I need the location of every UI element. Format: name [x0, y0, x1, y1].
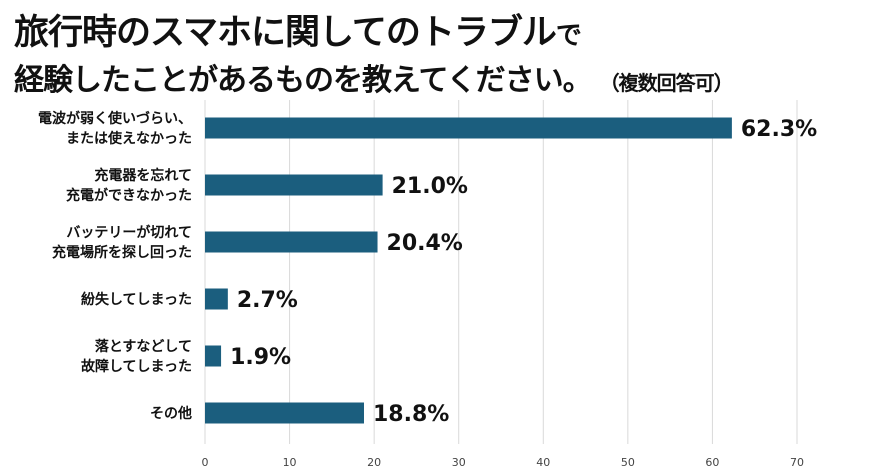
title-main-2: 経験したことがあるものを教えてください。: [14, 63, 593, 98]
value-label-4: 1.9%: [230, 345, 291, 370]
title-suffix: で: [555, 21, 582, 51]
x-tick-label-4: 40: [536, 456, 550, 469]
category-label-4-line-0: 落とすなどして: [95, 338, 192, 355]
chart-title-line-2: 経験したことがあるものを教えてください。 （複数回答可）: [14, 55, 734, 99]
category-label-0-line-1: または使えなかった: [66, 130, 192, 147]
chart-title-line-1: 旅行時のスマホに関してのトラブルで: [14, 4, 582, 55]
category-label-5: その他: [150, 405, 192, 422]
bar-2: [205, 231, 378, 253]
category-label-0: 電波が弱く使いづらい、または使えなかった: [38, 110, 192, 147]
category-label-2-line-0: バッテリーが切れて: [66, 224, 192, 241]
category-label-1-line-0: 充電器を忘れて: [94, 167, 192, 184]
value-label-0: 62.3%: [741, 117, 817, 142]
x-tick-label-0: 0: [202, 456, 209, 469]
x-tick-label-7: 70: [790, 456, 804, 469]
category-label-4-line-1: 故障してしまった: [81, 358, 192, 375]
category-label-4: 落とすなどして故障してしまった: [81, 338, 192, 375]
category-label-0-line-0: 電波が弱く使いづらい、: [38, 110, 192, 127]
value-label-3: 2.7%: [237, 288, 298, 313]
bar-4: [205, 345, 222, 367]
bar-3: [205, 288, 228, 310]
bar-0: [205, 117, 732, 139]
bar-1: [205, 174, 383, 196]
title-main-1: 旅行時のスマホに関してのトラブル: [14, 13, 557, 53]
category-label-3-line-0: 紛失してしまった: [81, 291, 192, 308]
x-tick-label-3: 30: [452, 456, 466, 469]
category-label-1-line-1: 充電ができなかった: [66, 187, 192, 204]
x-tick-label-1: 10: [283, 456, 297, 469]
title-note: （複数回答可）: [609, 71, 734, 95]
category-label-3: 紛失してしまった: [81, 291, 192, 308]
value-label-2: 20.4%: [387, 231, 463, 256]
category-label-1: 充電器を忘れて充電ができなかった: [66, 167, 192, 204]
value-label-5: 18.8%: [373, 402, 449, 427]
x-tick-label-6: 60: [705, 456, 719, 469]
category-label-2-line-1: 充電場所を探し回った: [52, 244, 192, 261]
value-label-1: 21.0%: [392, 174, 468, 199]
category-label-2: バッテリーが切れて充電場所を探し回った: [52, 224, 192, 261]
x-tick-label-2: 20: [367, 456, 381, 469]
bar-5: [205, 402, 364, 424]
category-label-5-line-0: その他: [150, 405, 192, 422]
x-tick-label-5: 50: [621, 456, 635, 469]
